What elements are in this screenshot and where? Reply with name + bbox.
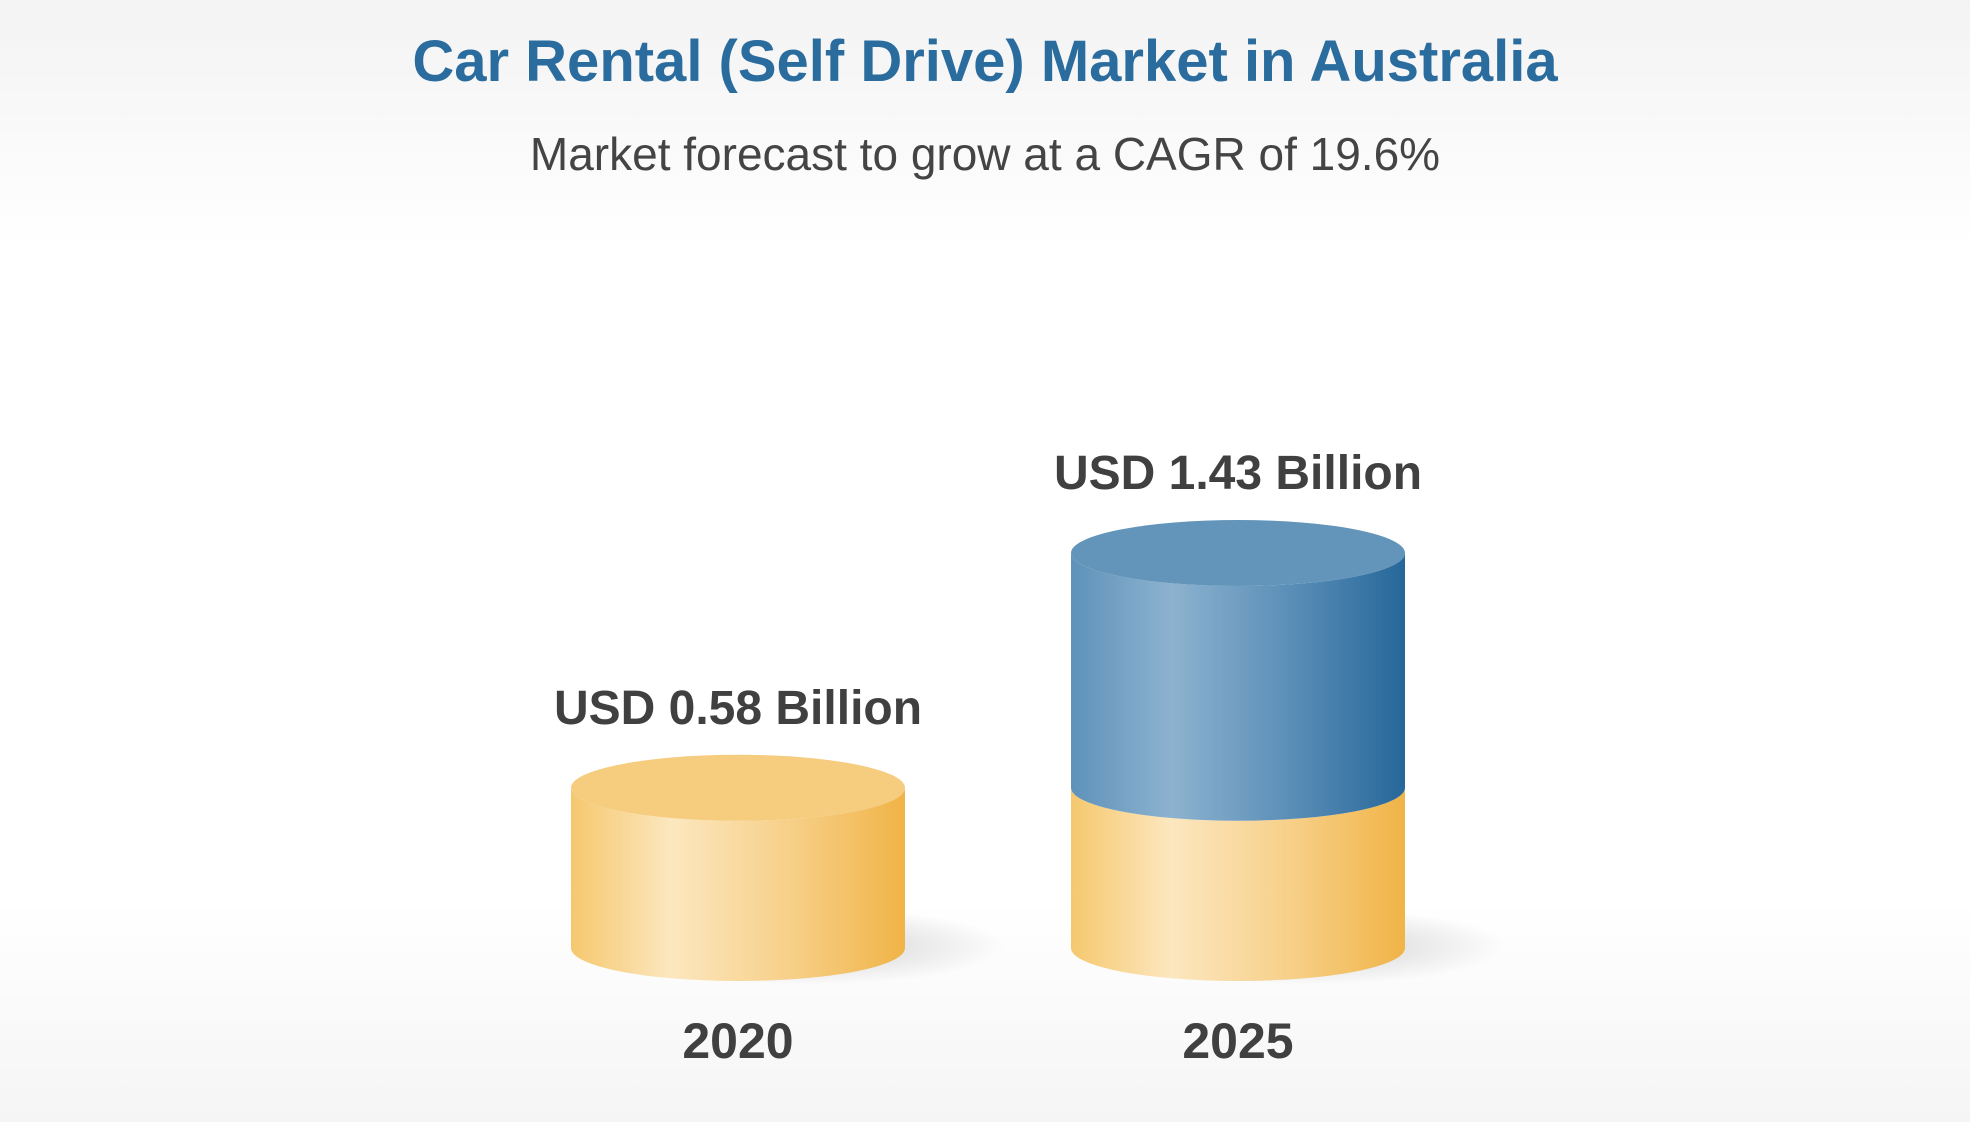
x-tick-label-2020: 2020 (682, 1013, 793, 1069)
x-tick-label-2025: 2025 (1182, 1013, 1293, 1069)
bar-growth-segment-2025 (1071, 553, 1405, 821)
chart-title: Car Rental (Self Drive) Market in Austra… (412, 29, 1558, 94)
bar-value-label-2020: USD 0.58 Billion (554, 682, 922, 735)
bar-top-2025 (1071, 520, 1405, 586)
bar-top-2020 (571, 754, 905, 821)
bar-body-2020 (571, 787, 905, 981)
bar-base-segment-2025 (1071, 787, 1405, 981)
bar-value-label-2025: USD 1.43 Billion (1054, 447, 1422, 500)
chart-subtitle: Market forecast to grow at a CAGR of 19.… (529, 128, 1441, 180)
